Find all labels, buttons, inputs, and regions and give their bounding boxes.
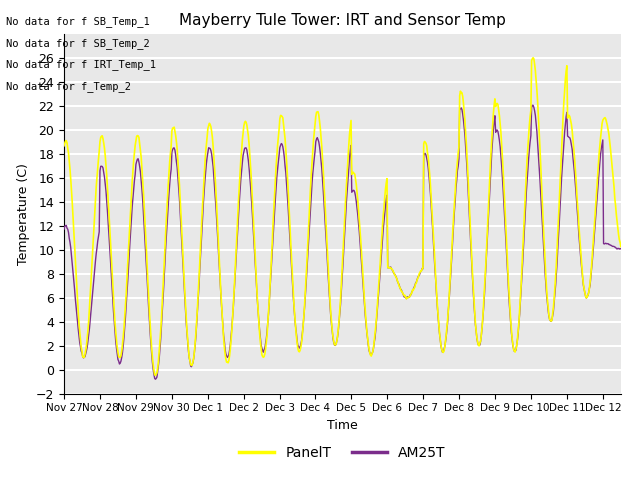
Text: No data for f SB_Temp_2: No data for f SB_Temp_2 [6, 37, 150, 48]
Y-axis label: Temperature (C): Temperature (C) [17, 163, 30, 264]
Text: No data for f SB_Temp_1: No data for f SB_Temp_1 [6, 16, 150, 27]
Text: No data for f_Temp_2: No data for f_Temp_2 [6, 81, 131, 92]
Title: Mayberry Tule Tower: IRT and Sensor Temp: Mayberry Tule Tower: IRT and Sensor Temp [179, 13, 506, 28]
Text: No data for f IRT_Temp_1: No data for f IRT_Temp_1 [6, 59, 156, 70]
Legend: PanelT, AM25T: PanelT, AM25T [234, 441, 451, 466]
X-axis label: Time: Time [327, 419, 358, 432]
